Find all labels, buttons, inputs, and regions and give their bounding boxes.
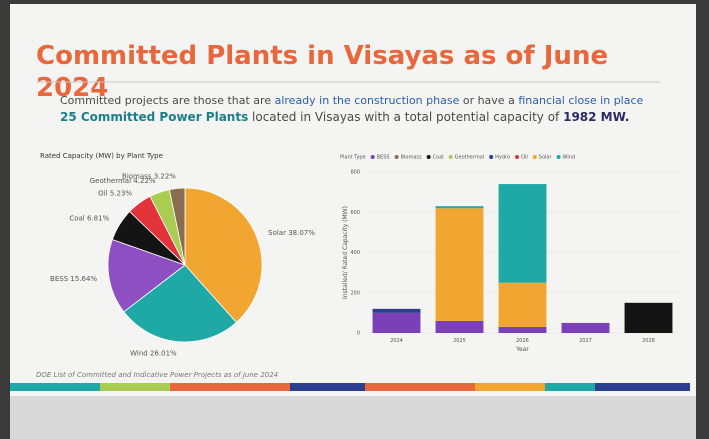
category: Biomass	[122, 172, 152, 180]
bar-segment	[562, 323, 610, 333]
y-tick-label: 200	[350, 290, 360, 296]
slice-label: Wind 26.01%	[130, 350, 177, 358]
value-label: 5.23%	[110, 189, 133, 197]
slice-label: Biomass 3.22%	[122, 172, 176, 180]
value-label: 38.07%	[288, 229, 315, 237]
value-label: 26.01%	[150, 350, 177, 358]
x-tick-label: 2027	[579, 338, 592, 344]
y-axis-label: Installed/ Rated Capacity (MW)	[342, 206, 349, 299]
legend-marker	[533, 155, 537, 159]
slice-label: Coal 6.81%	[69, 214, 109, 222]
legend-marker	[427, 155, 431, 159]
legend-marker	[515, 155, 519, 159]
color-stripe	[10, 383, 690, 391]
category: BESS	[50, 275, 69, 283]
value-label: 6.81%	[87, 214, 110, 222]
legend-marker	[449, 155, 453, 159]
x-tick-label: 2024	[390, 338, 403, 344]
legend-label: Solar	[539, 155, 553, 161]
category: Oil	[98, 189, 107, 197]
legend-label: Hydro	[495, 155, 510, 161]
x-axis-label: Year	[515, 346, 529, 353]
bar-segment	[499, 283, 547, 327]
bar-segment	[373, 309, 421, 313]
legend-label: Wind	[563, 155, 576, 161]
y-tick-label: 800	[350, 170, 360, 176]
slice-label: BESS 15.64%	[50, 275, 97, 283]
value-label: 3.22%	[154, 172, 177, 180]
legend-marker	[489, 155, 493, 159]
bar-segment	[625, 303, 673, 333]
category: Solar	[268, 229, 286, 237]
bar-segment	[436, 321, 484, 333]
legend-marker	[557, 155, 561, 159]
page: {"slide": {"title": "Committed Plants in…	[0, 0, 709, 439]
legend-label: Biomass	[401, 155, 422, 161]
x-tick-label: 2028	[642, 338, 655, 344]
x-tick-label: 2025	[453, 338, 466, 344]
bar-segment	[373, 313, 421, 333]
bar-segment	[499, 184, 547, 283]
legend-label: Oil	[521, 155, 528, 161]
bar-segment	[436, 208, 484, 321]
y-tick-label: 600	[350, 210, 360, 216]
y-tick-label: 400	[350, 250, 360, 256]
legend-label: Geothermal	[455, 155, 485, 161]
legend-label: Coal	[433, 155, 444, 161]
legend-marker	[371, 155, 375, 159]
category: Wind	[130, 350, 148, 358]
x-tick-label: 2026	[516, 338, 529, 344]
category: Coal	[69, 214, 84, 222]
legend-title: Plant Type	[340, 155, 366, 161]
bar-segment	[499, 327, 547, 333]
chart-title: Rated Capacity (MW) by Plant Type	[40, 152, 163, 160]
value-label: 15.64%	[70, 275, 97, 283]
bar-segment	[436, 206, 484, 208]
y-tick-label: 0	[357, 331, 360, 337]
legend-marker	[395, 155, 399, 159]
slice-label: Solar 38.07%	[268, 229, 315, 237]
charts: Rated Capacity (MW) by Plant Type Solar …	[0, 0, 709, 439]
legend-label: BESS	[377, 155, 390, 161]
slice-label: Oil 5.23%	[98, 189, 132, 197]
